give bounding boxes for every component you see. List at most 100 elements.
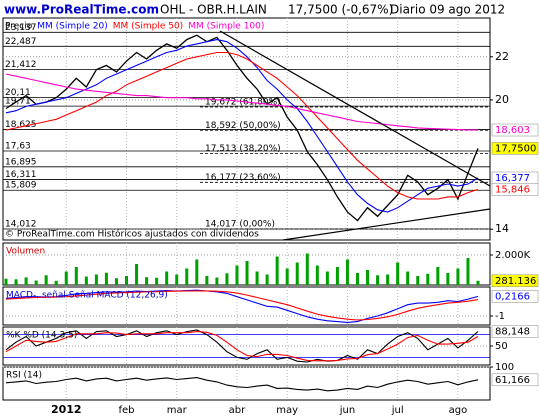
fib-label: 19,672 (61,80%) xyxy=(205,97,281,107)
volume-bar xyxy=(255,271,259,285)
y-tick-label: 22 xyxy=(495,50,509,63)
x-tick-label: may xyxy=(276,405,298,416)
x-tick-label: jul xyxy=(391,405,404,416)
trendline xyxy=(282,208,491,241)
volume-bar xyxy=(195,259,199,285)
volume-bar xyxy=(74,267,78,285)
level-label: 15,809 xyxy=(5,181,37,191)
volume-bar xyxy=(54,280,58,285)
footer: © ProRealTime.com Históricos ajustados c… xyxy=(5,229,259,240)
value-box xyxy=(491,290,539,303)
fib-label: 14,017 (0,00%) xyxy=(205,219,275,229)
level-label: 18,625 xyxy=(5,120,37,130)
volume-bar xyxy=(125,276,129,285)
x-tick-label: mar xyxy=(167,405,188,416)
value-box-label: 16,377 xyxy=(495,173,530,184)
x-tick-label: 2012 xyxy=(51,403,82,416)
series-line xyxy=(5,34,479,222)
value-box-label: 0,2166 xyxy=(495,291,530,302)
x-tick-label: jun xyxy=(339,405,355,416)
site: www.ProRealTime.com xyxy=(4,3,159,17)
volume-bar xyxy=(396,262,400,285)
value-box xyxy=(491,274,539,288)
value-box-label: 18,603 xyxy=(495,125,530,136)
volume-bar xyxy=(135,264,139,285)
value-box-label: 15,846 xyxy=(495,184,530,195)
fib-label: 16,177 (23,60%) xyxy=(205,173,281,183)
quote: 17,7500 (-0,67%) xyxy=(288,3,393,17)
symbol: OHL - OBR.H.LAIN xyxy=(160,3,267,17)
y-tick-label: 2.000K xyxy=(495,250,531,261)
volume-bar xyxy=(426,273,430,285)
volume-bar xyxy=(416,276,420,285)
legend-entry: MM (Simple 20) xyxy=(37,22,107,32)
volume-bar xyxy=(285,268,289,285)
volume-bar xyxy=(436,267,440,285)
legend-entry: Precio xyxy=(5,22,33,32)
value-box-label: 17,7500 xyxy=(495,143,536,154)
volume-bar xyxy=(145,277,149,285)
volume-bar xyxy=(446,273,450,285)
level-label: 22,487 xyxy=(5,37,37,47)
volume-bar xyxy=(376,275,380,285)
volume-bar xyxy=(205,276,209,285)
level-label: 23,137 xyxy=(5,23,37,33)
series-line xyxy=(5,73,479,131)
period: Diario 09 ago 2012 xyxy=(390,3,505,17)
y-tick-label: -1 xyxy=(495,311,505,322)
volume-bar xyxy=(386,274,390,285)
legend-entry: MM (Simple 100) xyxy=(188,22,264,32)
volume-bar xyxy=(245,261,249,285)
volume-bar xyxy=(476,280,480,285)
volume-bar xyxy=(295,262,299,285)
volume-bar xyxy=(466,258,470,285)
series-line xyxy=(5,289,479,323)
series-line xyxy=(5,331,479,362)
y-tick-label: 14 xyxy=(495,222,509,235)
x-tick-label: feb xyxy=(118,405,134,416)
volume-bar xyxy=(355,273,359,285)
level-label: 16,311 xyxy=(5,170,37,180)
trendline xyxy=(219,30,491,187)
volume-bar xyxy=(315,265,319,285)
fib-label: 17,513 (38,20%) xyxy=(205,144,281,154)
value-box xyxy=(491,183,539,196)
volume-bar xyxy=(64,271,68,285)
level-label: 14,012 xyxy=(5,219,37,229)
volume-bar xyxy=(325,271,329,285)
panel-title: %K %D (14,3,5) xyxy=(6,331,77,341)
y-tick-label: 20 xyxy=(495,93,509,106)
y-tick-label: 50 xyxy=(495,341,508,352)
volume-bar xyxy=(44,275,48,285)
volume-bar xyxy=(84,276,88,285)
value-box-label: 61,166 xyxy=(495,375,530,386)
volume-bar xyxy=(305,253,309,285)
volume-bar xyxy=(104,272,108,285)
value-box xyxy=(491,325,539,338)
level-label: 17,63 xyxy=(5,141,31,151)
volume-bar xyxy=(275,256,279,285)
value-box xyxy=(491,373,539,387)
volume-bar xyxy=(155,277,159,285)
legend-entry: MM (Simple 50) xyxy=(113,22,183,32)
series-line xyxy=(5,329,479,363)
y-tick-label: 100 xyxy=(495,362,514,373)
value-box-label: 281.136 xyxy=(495,276,536,287)
volume-bar xyxy=(366,270,370,285)
value-box xyxy=(491,123,539,137)
level-label: 20,11 xyxy=(5,88,31,98)
series-line xyxy=(5,290,479,321)
volume-bar xyxy=(114,278,118,285)
volume-bar xyxy=(456,268,460,285)
volume-bar xyxy=(225,273,229,285)
volume-bar xyxy=(165,271,169,285)
volume-bar xyxy=(215,277,219,285)
series-line xyxy=(5,51,479,200)
value-box-label: 88,148 xyxy=(495,327,530,338)
volume-bar xyxy=(345,259,349,285)
x-tick-label: ago xyxy=(449,405,468,416)
x-tick-label: abr xyxy=(229,405,246,416)
level-label: 21,412 xyxy=(5,60,37,70)
panel-frame xyxy=(2,366,491,401)
